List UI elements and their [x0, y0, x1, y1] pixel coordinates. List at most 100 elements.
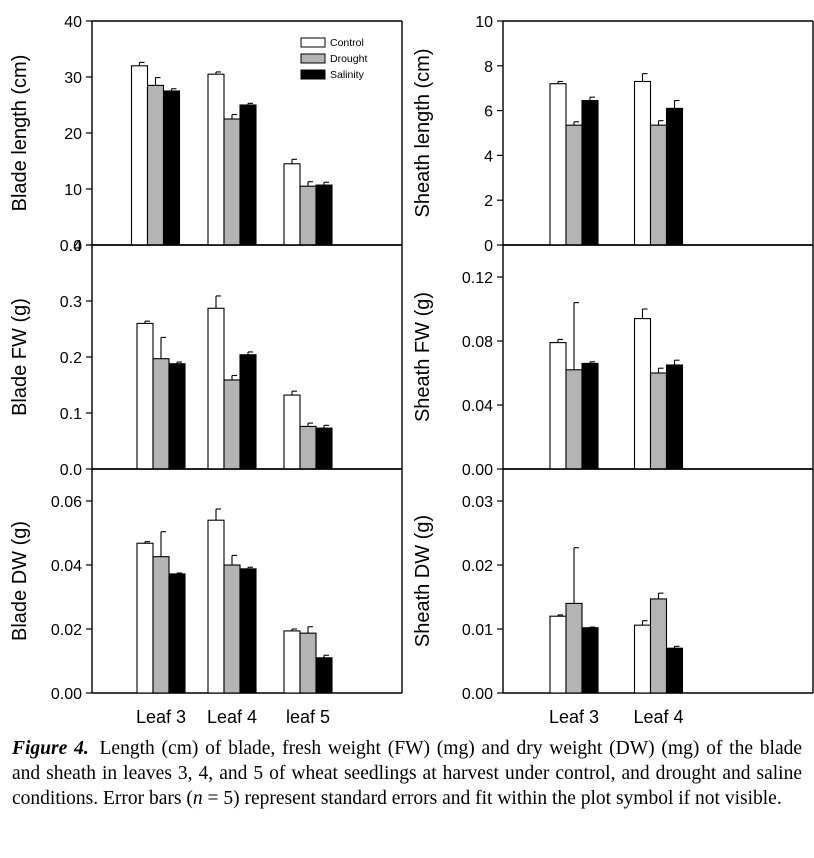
- x-tick-label: Leaf 4: [633, 707, 683, 727]
- chart-panel-bottom-right: 0.00 0.01 0.02 0.03 Sheath DW (g) Leaf 3 Leaf …: [412, 468, 814, 727]
- legend-swatch-drought: [300, 53, 326, 64]
- bar-control-1: [633, 80, 652, 246]
- bar-control-0: [136, 322, 154, 470]
- bar-drought-2: [299, 632, 317, 694]
- y-tick-label: 6: [484, 104, 493, 121]
- bar-control-1: [207, 307, 225, 470]
- x-tick-label: Leaf 3: [136, 707, 186, 727]
- y-axis-title: Sheath FW (g): [412, 292, 434, 422]
- y-tick-label: 0.02: [51, 622, 82, 639]
- bar-drought-1: [649, 598, 668, 694]
- y-tick-label: 0.0: [60, 462, 82, 479]
- y-tick-label: 0.08: [462, 334, 493, 351]
- bar-control-0: [136, 542, 154, 694]
- x-tick-label: Leaf 4: [207, 707, 257, 727]
- bar-salinity-1: [239, 354, 257, 470]
- bar-drought-0: [146, 84, 165, 246]
- bar-salinity-0: [168, 573, 186, 694]
- y-tick-label: 0.02: [462, 558, 493, 575]
- bar-drought-2: [299, 185, 317, 246]
- legend-swatch-control: [300, 37, 326, 48]
- y-tick-label: 8: [484, 59, 493, 76]
- bar-salinity-1: [665, 364, 684, 470]
- bar-drought-0: [565, 124, 583, 246]
- bar-salinity-1: [239, 568, 257, 694]
- y-tick-label: 40: [64, 14, 82, 31]
- figure-canvas: 0 10 20 30 40 Blade length (cm) 0 2 4 6 8 10 Sheath …: [9, 14, 814, 727]
- y-tick-label: 0.12: [462, 270, 493, 287]
- bar-control-1: [207, 73, 225, 246]
- y-tick-label: 10: [64, 182, 82, 199]
- bar-drought-1: [223, 379, 241, 470]
- legend-label-salinity: Salinity: [330, 69, 365, 81]
- y-tick-label: 0.01: [462, 622, 493, 639]
- y-tick-label: 0.2: [60, 350, 82, 367]
- bar-control-0: [549, 615, 567, 694]
- bar-drought-0: [152, 358, 170, 470]
- bar-control-1: [207, 519, 225, 694]
- bar-salinity-0: [581, 99, 599, 246]
- bar-control-2: [283, 630, 301, 694]
- y-tick-label: 0.06: [51, 494, 82, 511]
- y-tick-label: 0.00: [462, 686, 493, 703]
- bar-salinity-0: [168, 363, 186, 470]
- y-tick-label: 0: [484, 238, 493, 255]
- bar-control-1: [633, 624, 652, 694]
- bar-salinity-2: [315, 657, 333, 694]
- bar-control-0: [549, 83, 567, 246]
- chart-panel-middle-right: 0.00 0.04 0.08 0.12 Sheath FW (g): [412, 244, 814, 479]
- bar-drought-1: [223, 564, 241, 694]
- bar-drought-2: [299, 425, 317, 470]
- y-tick-label: 20: [64, 126, 82, 143]
- y-tick-label: 0.04: [462, 398, 493, 415]
- chart-panel-top-right: 0 2 4 6 8 10 Sheath length (cm): [412, 14, 814, 255]
- caption-text-part1: Length (cm) of blade, fresh weight (FW) …: [12, 738, 803, 809]
- y-axis-title: Sheath length (cm): [412, 49, 434, 218]
- caption-figure-label: Figure 4.: [12, 738, 89, 759]
- y-axis-title: Blade length (cm): [9, 55, 31, 212]
- bar-salinity-0: [581, 362, 599, 470]
- y-axis-title: Blade FW (g): [9, 298, 31, 416]
- x-tick-label: leaf 5: [286, 707, 330, 727]
- bar-drought-0: [565, 602, 583, 694]
- y-tick-label: 0.3: [60, 294, 82, 311]
- y-tick-label: 0.00: [462, 462, 493, 479]
- bar-salinity-1: [239, 104, 257, 246]
- x-tick-label: Leaf 3: [549, 707, 599, 727]
- y-tick-label: 30: [64, 70, 82, 87]
- caption-text-part2: = 5) represent standard errors and fit w…: [202, 788, 782, 809]
- y-tick-label: 0.04: [51, 558, 82, 575]
- bar-control-0: [130, 65, 149, 246]
- y-tick-label: 0.4: [60, 238, 82, 255]
- y-tick-label: 0.03: [462, 494, 493, 511]
- chart-panel-middle-left: 0.0 0.1 0.2 0.3 0.4 Blade FW (g): [9, 238, 403, 479]
- bar-drought-1: [649, 124, 668, 246]
- bar-salinity-0: [162, 90, 181, 246]
- y-tick-label: 4: [484, 148, 493, 165]
- y-tick-label: 0.00: [51, 686, 82, 703]
- legend-swatch-salinity: [300, 69, 326, 80]
- y-tick-label: 0.1: [60, 406, 82, 423]
- bar-drought-1: [649, 372, 668, 470]
- chart-panel-bottom-left: 0.00 0.02 0.04 0.06 Blade DW (g) Leaf 3 Leaf 4…: [9, 468, 403, 727]
- bar-drought-1: [223, 118, 241, 246]
- bar-salinity-1: [665, 107, 684, 246]
- y-axis-title: Blade DW (g): [9, 521, 31, 641]
- bar-salinity-2: [315, 427, 333, 470]
- chart-panel-top-left: 0 10 20 30 40 Blade length (cm): [9, 14, 403, 255]
- bar-salinity-0: [581, 627, 599, 694]
- bar-control-2: [283, 394, 301, 470]
- bar-salinity-2: [315, 184, 333, 246]
- y-axis-title: Sheath DW (g): [412, 515, 434, 647]
- bar-control-0: [549, 342, 567, 470]
- caption-n-symbol: n: [192, 788, 203, 809]
- figure-caption: Figure 4. Length (cm) of blade, fresh we…: [12, 736, 802, 811]
- legend-label-control: Control: [330, 37, 364, 49]
- bar-drought-0: [565, 369, 583, 470]
- bar-control-1: [633, 318, 652, 470]
- legend: Control Drought Salinity: [300, 37, 367, 81]
- bar-drought-0: [152, 556, 170, 694]
- y-tick-label: 10: [475, 14, 493, 31]
- legend-label-drought: Drought: [330, 53, 367, 65]
- y-tick-label: 0: [73, 238, 82, 255]
